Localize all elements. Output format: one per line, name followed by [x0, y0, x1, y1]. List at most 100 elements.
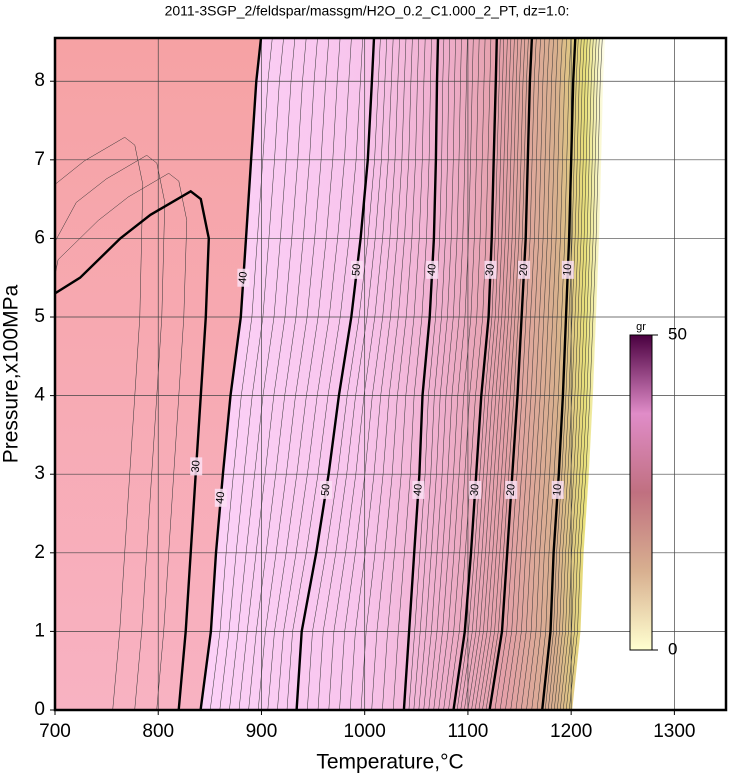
contour-label-bg	[561, 260, 574, 279]
minor-contour	[392, 37, 432, 711]
y-axis-label: Pressure,x100MPa	[0, 284, 23, 463]
minor-contour	[229, 37, 296, 711]
minor-contour	[471, 37, 515, 711]
minor-contour	[219, 37, 284, 711]
minor-contour	[317, 37, 388, 711]
contour-label-bg	[320, 480, 333, 499]
minor-contour	[460, 37, 505, 711]
contour-label: 50	[319, 483, 332, 496]
contour-label: 20	[505, 483, 518, 496]
contour-label-bg	[214, 488, 227, 507]
contour-label: 30	[469, 483, 482, 496]
x-tick-label: 1100	[447, 721, 488, 742]
contour-label: 30	[190, 460, 203, 473]
contour-label-bg	[518, 260, 531, 279]
minor-contour	[456, 37, 501, 711]
minor-contour	[339, 37, 400, 711]
minor-contour	[277, 37, 352, 711]
x-axis-label: Temperature,°C	[316, 751, 463, 774]
minor-contour	[328, 37, 394, 711]
minor-contour	[433, 37, 474, 711]
contour-line	[402, 37, 440, 711]
contour-label-bg	[412, 480, 425, 499]
y-tick-label: 2	[34, 542, 45, 563]
contour-line	[295, 37, 376, 711]
colorbar-tick-label: 50	[668, 324, 687, 343]
contour-label: 40	[426, 263, 439, 276]
y-tick-label: 5	[34, 306, 45, 327]
minor-contour	[443, 37, 486, 711]
minor-contour	[531, 37, 567, 711]
minor-contour	[464, 37, 508, 711]
minor-contour	[553, 37, 588, 711]
minor-contour	[438, 37, 480, 711]
contour-label: 30	[484, 263, 497, 276]
minor-contour	[467, 37, 512, 711]
minor-contour	[568, 37, 603, 711]
minor-contour	[413, 37, 451, 711]
x-tick-label: 900	[246, 721, 278, 742]
minor-contour	[482, 37, 526, 711]
x-tick-label: 700	[39, 721, 71, 742]
y-tick-label: 8	[34, 70, 45, 91]
minor-contour	[428, 37, 468, 711]
contour-label: 20	[517, 263, 530, 276]
minor-contour	[565, 37, 600, 711]
minor-contour	[418, 37, 456, 711]
minor-contour	[360, 37, 413, 711]
minor-contour	[547, 37, 582, 711]
contour-label-bg	[350, 260, 363, 279]
contour-line	[488, 37, 534, 711]
contour-label: 10	[551, 483, 564, 496]
minor-contour	[209, 37, 273, 711]
minor-contour	[499, 37, 541, 711]
minor-contour	[515, 37, 554, 711]
colorbar-label: gr	[636, 321, 646, 333]
contour-line	[54, 189, 211, 711]
contour-label: 40	[237, 271, 250, 284]
minor-contour	[556, 37, 591, 711]
minor-contour	[349, 37, 407, 711]
x-tick-label: 1300	[653, 721, 695, 742]
minor-contour	[448, 37, 492, 711]
minor-contour	[478, 37, 522, 711]
contour-label: 10	[561, 263, 574, 276]
contour-line	[541, 37, 577, 711]
contour-line	[452, 37, 498, 711]
contour-label-bg	[505, 480, 518, 499]
x-tick-label: 1200	[550, 721, 592, 742]
y-tick-label: 1	[34, 620, 45, 641]
minor-contour	[408, 37, 445, 711]
minor-contour	[485, 37, 529, 711]
contour-line	[199, 37, 263, 711]
minor-contour	[494, 37, 537, 711]
contour-label-bg	[237, 268, 250, 287]
contour-label-bg	[469, 480, 482, 499]
x-tick-label: 1000	[344, 721, 386, 742]
y-tick-label: 6	[34, 227, 45, 248]
minor-contour	[423, 37, 462, 711]
minor-contour	[257, 37, 330, 711]
contour-label: 40	[412, 483, 425, 496]
y-tick-label: 0	[34, 699, 45, 720]
y-tick-label: 7	[34, 149, 45, 170]
minor-contour	[559, 37, 594, 711]
minor-contour	[544, 37, 579, 711]
colorbar-tick-label: 0	[668, 639, 677, 658]
minor-contour	[505, 37, 546, 711]
contour-label: 40	[214, 491, 227, 504]
minor-contour	[510, 37, 550, 711]
chart-title: 2011-3SGP_2/feldspar/massgm/H2O_0.2_C1.0…	[165, 3, 570, 19]
contour-label: 50	[350, 263, 363, 276]
minor-contour	[526, 37, 563, 711]
minor-contour	[382, 37, 426, 711]
contour-label-bg	[426, 260, 439, 279]
minor-contour	[371, 37, 420, 711]
y-tick-label: 4	[34, 385, 45, 406]
contour-label-bg	[190, 457, 203, 476]
minor-contour	[520, 37, 559, 711]
minor-contour	[536, 37, 572, 711]
minor-contour	[238, 37, 307, 711]
x-tick-label: 800	[142, 721, 174, 742]
minor-contour	[286, 37, 363, 711]
